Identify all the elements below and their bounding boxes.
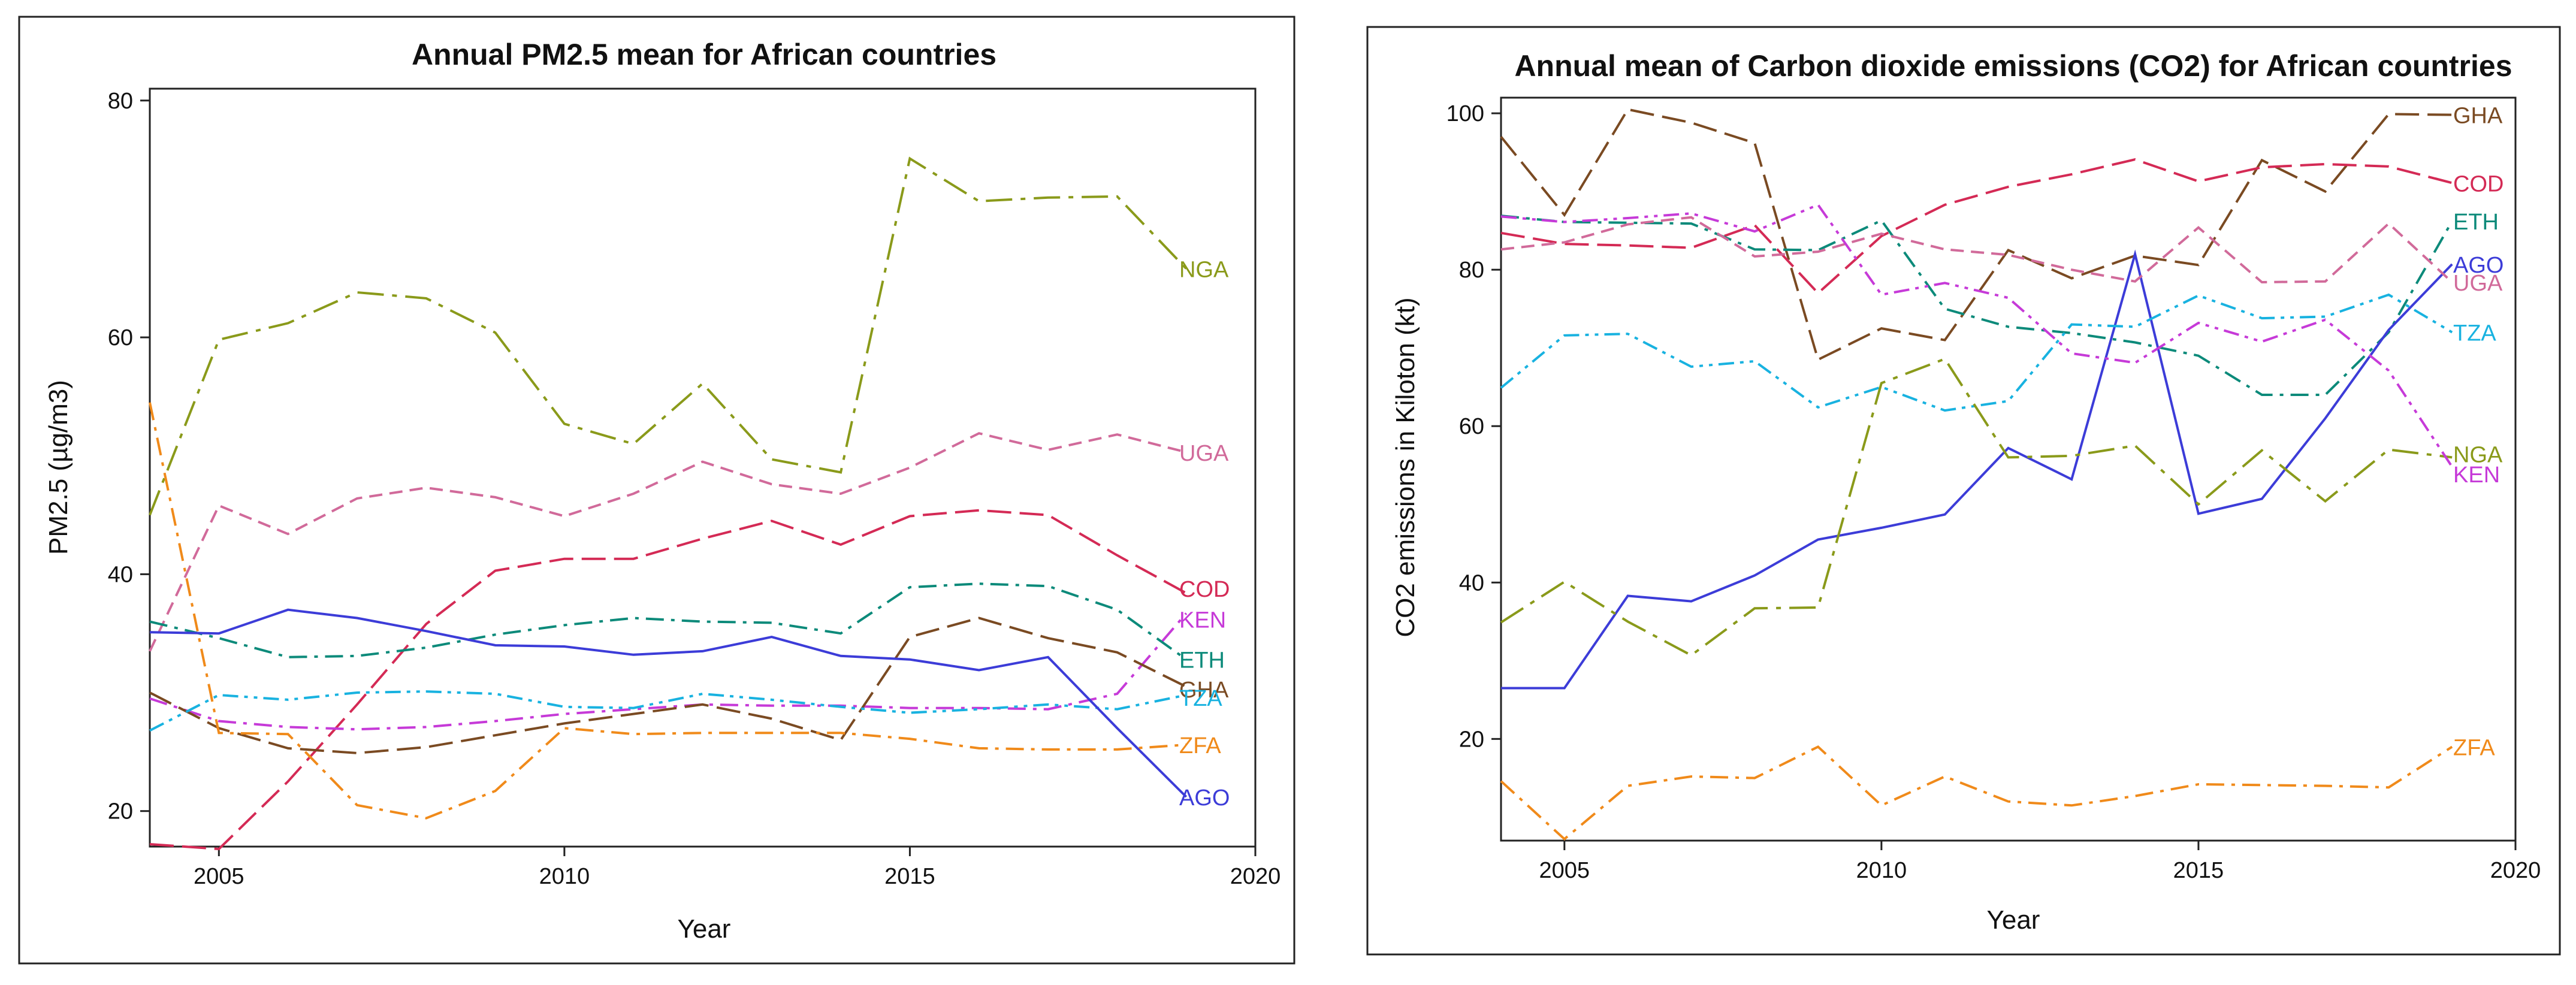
co2-series-group <box>1500 108 2453 841</box>
pm25-x-tick-label: 2005 <box>194 864 244 889</box>
pm25-y-tick-label: 20 <box>108 799 133 824</box>
pm25-series-nga-label: NGA <box>1179 257 1229 282</box>
co2-series-uga-line <box>1500 216 2453 284</box>
co2-series-nga-line <box>1500 357 2453 657</box>
co2-x-axis-label: Year <box>1987 905 2040 935</box>
pm25-series-uga-label: UGA <box>1179 441 1229 466</box>
pm25-series-ken-line <box>149 612 1188 731</box>
co2-chart-border <box>1366 26 2561 956</box>
co2-plot-area <box>1500 96 2517 842</box>
co2-y-tick-label: 20 <box>1459 727 1484 752</box>
co2-series-ken-label: KEN <box>2453 463 2500 488</box>
pm25-y-axis-label: PM2.5 (µg/m3) <box>44 380 73 555</box>
pm25-series-zfa-label: ZFA <box>1179 733 1221 759</box>
pm25-series-cod-line <box>149 509 1187 851</box>
co2-y-tick-label: 40 <box>1459 570 1484 596</box>
co2-series-gha-line <box>1500 108 2453 362</box>
co2-y-tick-label: 100 <box>1446 101 1484 126</box>
pm25-series-zfa-line <box>149 402 1186 820</box>
pm25-series-eth-line <box>149 582 1187 661</box>
co2-series-tza-label: TZA <box>2453 321 2496 346</box>
co2-x-tick-label: 2010 <box>1856 858 1907 883</box>
co2-y-axis-label: CO2 emissions in Kiloton (kt) <box>1391 297 1420 637</box>
pm25-x-tick-label: 2020 <box>1230 864 1281 889</box>
pm25-series-tza-label: TZA <box>1179 686 1222 711</box>
co2-x-tick-label: 2005 <box>1539 858 1590 883</box>
pm25-y-tick-label: 60 <box>108 325 133 351</box>
pm25-series-ken-label: KEN <box>1179 608 1226 633</box>
pm25-chart-panel: Annual PM2.5 mean for African countries … <box>18 16 1295 965</box>
co2-series-eth-label: ETH <box>2453 210 2499 235</box>
co2-series-zfa-line <box>1500 745 2453 841</box>
co2-y-tick-label: 60 <box>1459 414 1484 439</box>
pm25-series-cod-label: COD <box>1179 577 1230 602</box>
pm25-series-tza-line <box>149 690 1187 732</box>
pm25-y-tick-label: 40 <box>108 562 133 587</box>
pm25-series-group <box>149 156 1188 851</box>
co2-series-ken-line <box>1500 203 2453 468</box>
pm25-series-ago-label: AGO <box>1179 785 1230 811</box>
co2-y-tick-label: 80 <box>1459 258 1484 283</box>
pm25-series-eth-label: ETH <box>1179 648 1225 673</box>
pm25-chart-border <box>18 16 1295 965</box>
pm25-series-ago-line <box>149 608 1188 798</box>
co2-series-zfa-label: ZFA <box>2453 735 2495 760</box>
co2-x-tick-label: 2015 <box>2173 858 2224 883</box>
pm25-series-uga-line <box>149 432 1187 652</box>
co2-series-ago-label: AGO <box>2453 253 2503 278</box>
pm25-x-tick-label: 2010 <box>539 864 590 889</box>
pm25-series-gha-line <box>149 617 1187 754</box>
co2-x-tick-label: 2020 <box>2490 858 2541 883</box>
co2-chart-panel: Annual mean of Carbon dioxide emissions … <box>1366 26 2561 956</box>
co2-series-nga-label: NGA <box>2453 442 2503 467</box>
pm25-chart-title: Annual PM2.5 mean for African countries <box>412 38 996 71</box>
co2-series-gha-label: GHA <box>2453 104 2503 129</box>
co2-series-uga-label: UGA <box>2453 271 2503 296</box>
pm25-plot-area <box>149 87 1257 848</box>
co2-series-ago-line <box>1501 249 2453 690</box>
co2-series-eth-line <box>1500 214 2453 396</box>
pm25-x-axis-label: Year <box>678 914 731 944</box>
pm25-x-tick-label: 2015 <box>884 864 935 889</box>
pm25-y-tick-label: 80 <box>108 89 133 114</box>
pm25-series-nga-line <box>149 156 1188 516</box>
pm25-series-gha-label: GHA <box>1179 678 1229 703</box>
co2-series-cod-label: COD <box>2453 171 2503 197</box>
co2-chart-title: Annual mean of Carbon dioxide emissions … <box>1514 49 2512 83</box>
co2-series-cod-line <box>1500 158 2453 295</box>
co2-series-tza-line <box>1500 293 2453 412</box>
